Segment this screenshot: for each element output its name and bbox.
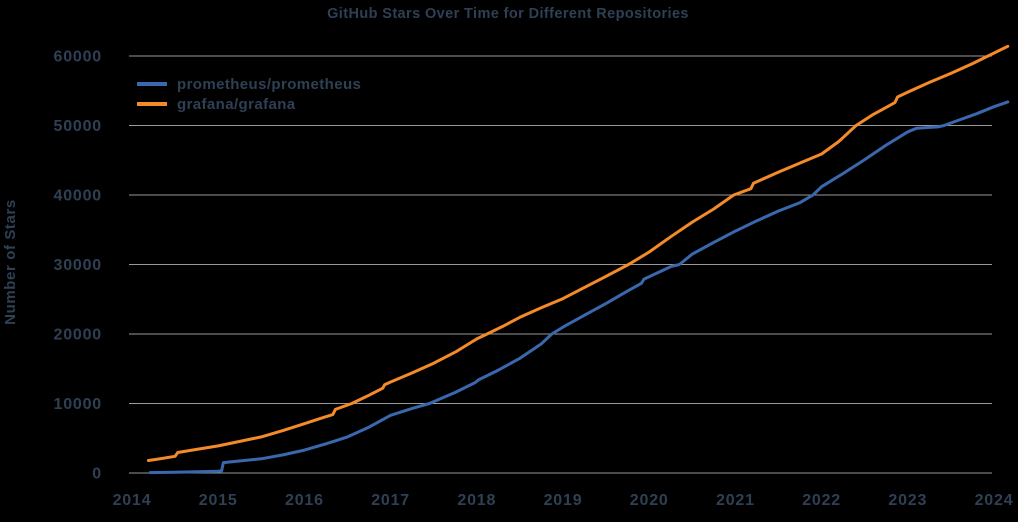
x-tick-label-2017: 2017 — [371, 492, 410, 509]
y-tick-label-0: 0 — [92, 466, 102, 483]
y-tick-label-40000: 40000 — [54, 188, 103, 205]
x-tick-label-2021: 2021 — [716, 492, 755, 509]
legend: prometheus/prometheus grafana/grafana — [137, 76, 361, 113]
x-tick-label-2014: 2014 — [113, 492, 152, 509]
y-tick-label-30000: 30000 — [54, 257, 103, 274]
y-tick-label-60000: 60000 — [54, 49, 103, 66]
x-tick-label-2023: 2023 — [888, 492, 927, 509]
legend-label-grafana: grafana/grafana — [177, 96, 296, 113]
y-axis-ticks: 0 10000 20000 30000 40000 50000 60000 — [54, 49, 103, 483]
x-tick-label-2019: 2019 — [544, 492, 583, 509]
y-tick-label-20000: 20000 — [54, 327, 103, 344]
series-lines — [146, 44, 1010, 475]
y-tick-label-50000: 50000 — [54, 118, 103, 135]
x-axis-ticks: 2014 2015 2016 2017 2018 2019 2020 2021 2022 2023… — [113, 492, 1014, 509]
series-line-grafana — [146, 44, 1010, 462]
chart-title: GitHub Stars Over Time for Different Rep… — [327, 6, 689, 22]
x-tick-label-2018: 2018 — [457, 492, 496, 509]
gridlines — [129, 55, 992, 474]
x-tick-label-2015: 2015 — [199, 492, 238, 509]
y-axis-title: Number of Stars — [2, 199, 19, 325]
y-tick-label-10000: 10000 — [54, 396, 103, 413]
x-tick-label-2016: 2016 — [285, 492, 324, 509]
x-tick-label-2024: 2024 — [975, 492, 1014, 509]
x-tick-label-2020: 2020 — [630, 492, 669, 509]
legend-label-prometheus: prometheus/prometheus — [177, 76, 361, 93]
series-line-prometheus — [148, 100, 1010, 475]
x-tick-label-2022: 2022 — [802, 492, 841, 509]
